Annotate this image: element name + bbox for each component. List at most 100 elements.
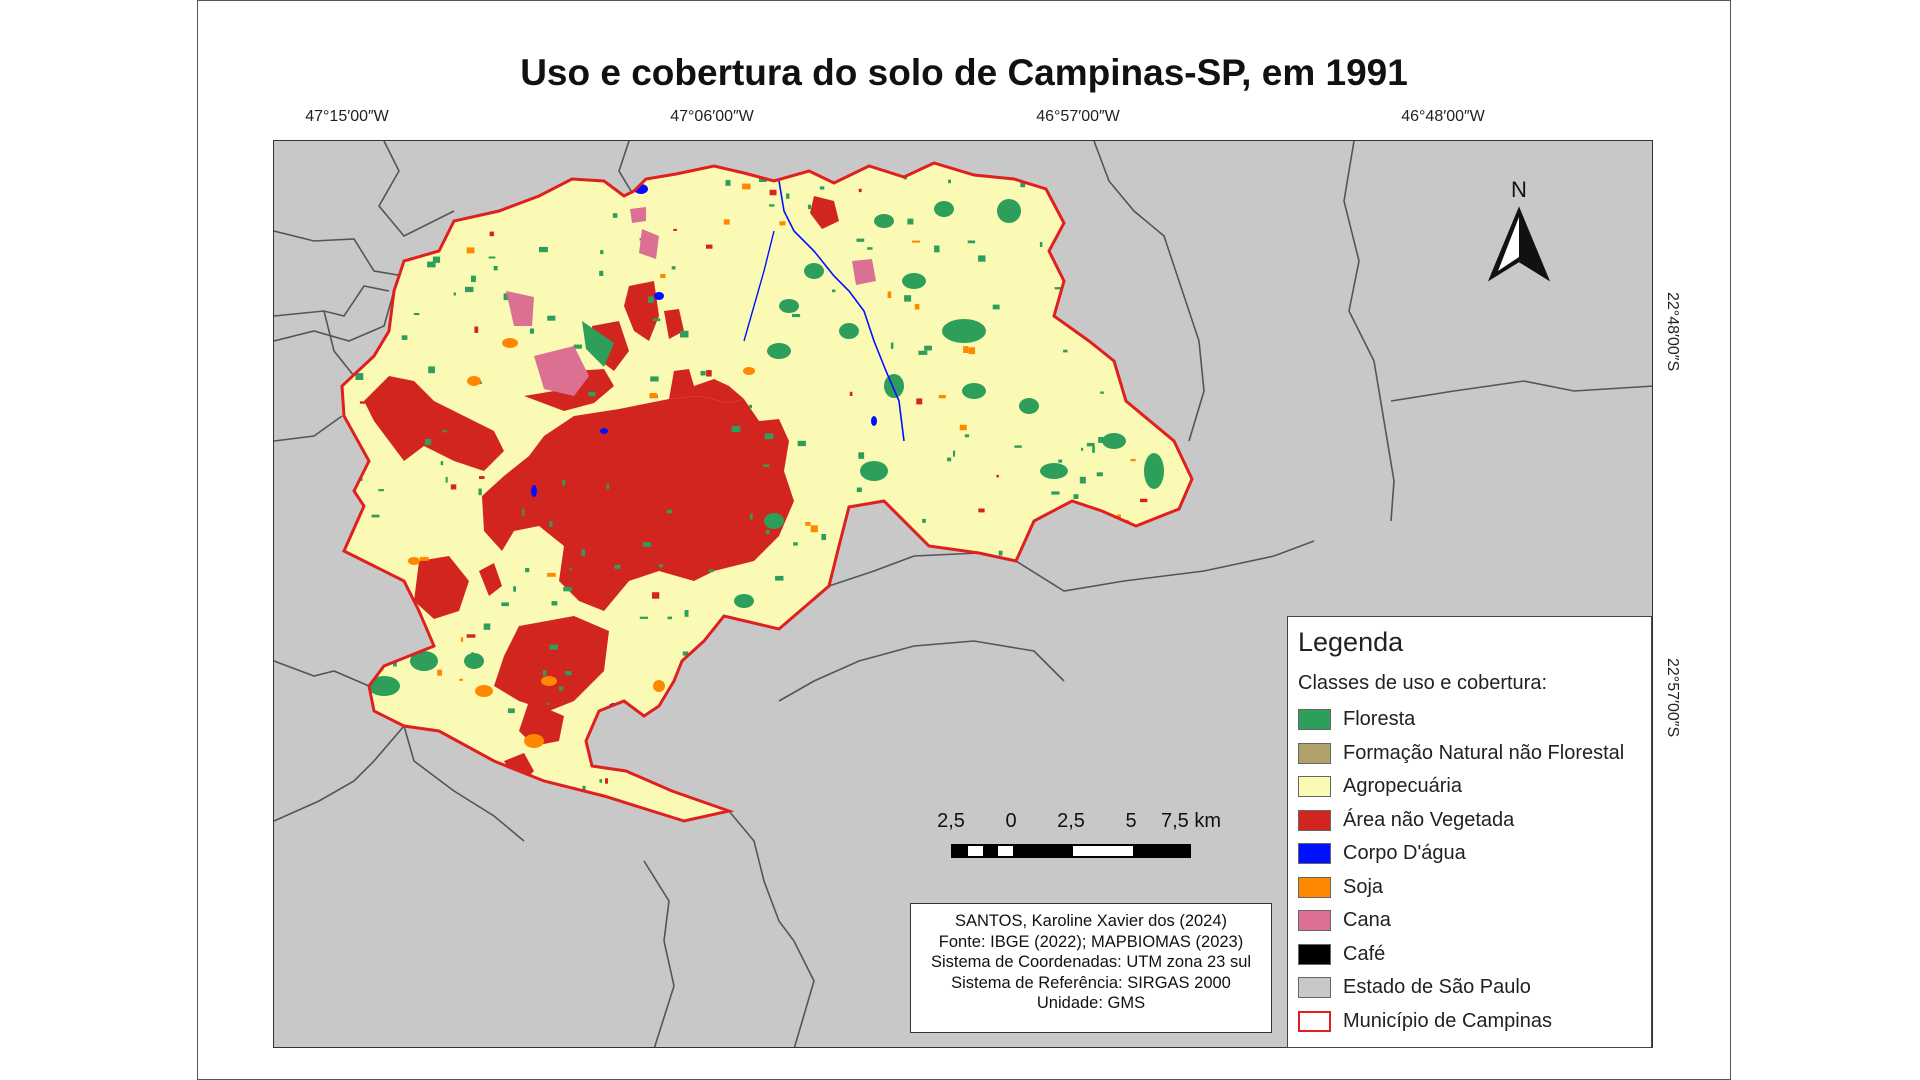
urban-area-12 — [664, 309, 684, 339]
coord-right-1: 22°48′00″S — [1664, 292, 1681, 372]
scale-label-2: 0 — [1005, 810, 1017, 832]
speckle-66 — [428, 366, 435, 374]
forest-patch-22 — [764, 513, 784, 529]
coord-right-2: 22°57′00″S — [1664, 658, 1681, 738]
speckle-87 — [849, 391, 853, 396]
legend-item-soja[interactable]: Soja — [1298, 871, 1641, 905]
speckle-102 — [992, 304, 1000, 310]
speckle-239 — [725, 179, 731, 186]
speckle-166 — [907, 218, 914, 225]
speckle-128 — [706, 244, 713, 249]
speckle-106 — [671, 266, 676, 270]
legend-label: Cana — [1343, 909, 1391, 932]
urban-area-5 — [364, 376, 504, 471]
speckle-167 — [887, 291, 892, 298]
speckle-62 — [807, 204, 811, 210]
speckle-226 — [832, 289, 836, 293]
speckle-6 — [918, 350, 928, 355]
map-frame[interactable] — [273, 140, 1653, 1048]
speckle-61 — [649, 393, 658, 399]
speckle-245 — [964, 434, 970, 438]
cana-patch-2 — [852, 259, 876, 285]
speckle-137 — [507, 708, 515, 714]
speckle-170 — [914, 303, 920, 310]
speckle-213 — [539, 246, 548, 253]
legend-item-municipio-campinas[interactable]: Município de Campinas — [1298, 1005, 1641, 1039]
forest-patch-20 — [464, 653, 484, 669]
legend-label: Floresta — [1343, 708, 1416, 731]
legend-label: Município de Campinas — [1343, 1009, 1552, 1032]
speckle-42 — [549, 644, 558, 650]
speckle-23 — [371, 514, 380, 518]
water-body-3 — [871, 416, 877, 426]
speckle-138 — [437, 669, 442, 676]
speckle-124 — [600, 250, 604, 255]
speckle-72 — [401, 335, 408, 340]
credits-box: SANTOS, Karoline Xavier dos (2024) Fonte… — [910, 903, 1272, 1033]
campinas-boundary[interactable] — [340, 161, 1194, 823]
legend-item-corpo-dagua[interactable]: Corpo D'água — [1298, 837, 1641, 871]
legend-title: Legenda — [1298, 627, 1404, 657]
speckle-48 — [460, 637, 464, 642]
speckle-233 — [478, 488, 482, 496]
speckle-133 — [643, 542, 651, 547]
credit-datum: Sistema de Referência: SIRGAS 2000 — [951, 973, 1231, 992]
credit-author: SANTOS, Karoline Xavier dos (2024) — [954, 912, 1228, 930]
speckle-34 — [1098, 437, 1106, 443]
soja-patch-9 — [743, 367, 755, 375]
speckle-131 — [968, 347, 976, 355]
speckle-50 — [547, 572, 556, 577]
forest-patch-16 — [874, 214, 894, 228]
speckle-27 — [445, 476, 448, 483]
speckle-20 — [459, 678, 463, 681]
speckle-194 — [1063, 349, 1068, 353]
cana-patch-3 — [506, 291, 534, 326]
soja-patch-7 — [408, 557, 420, 565]
speckle-1 — [779, 221, 786, 226]
speckle-94 — [867, 247, 873, 250]
speckle-36 — [723, 219, 730, 225]
urban-area-0 — [482, 396, 794, 611]
speckle-185 — [742, 183, 751, 190]
coord-top-3: 46°57′00″W — [1036, 108, 1120, 125]
coord-top-1: 47°15′00″W — [305, 108, 389, 125]
speckle-82 — [378, 489, 385, 492]
speckle-252 — [471, 275, 476, 283]
forest-patch-large — [582, 321, 614, 367]
speckle-110 — [419, 556, 429, 561]
legend-item-formacao-natural[interactable]: Formação Natural não Florestal — [1298, 737, 1641, 771]
forest-patch-4 — [1040, 463, 1068, 479]
speckle-32 — [797, 440, 806, 447]
speckle-153 — [648, 296, 654, 303]
speckle-231 — [1054, 287, 1063, 290]
legend-item-floresta[interactable]: Floresta — [1298, 703, 1641, 737]
speckle-63 — [613, 326, 620, 330]
speckle-18 — [359, 401, 365, 404]
speckle-70 — [605, 778, 608, 784]
legend-item-cafe[interactable]: Café — [1298, 938, 1641, 972]
legend-label: Soja — [1343, 875, 1384, 898]
forest-patch-14 — [767, 343, 791, 359]
legend-swatch — [1298, 843, 1331, 865]
speckle-16 — [819, 186, 825, 190]
legend-item-estado-sao-paulo[interactable]: Estado de São Paulo — [1298, 971, 1641, 1005]
speckle-115 — [959, 424, 967, 431]
speckle-49 — [588, 391, 596, 397]
legend-item-cana[interactable]: Cana — [1298, 904, 1641, 938]
legend-item-agropecuaria[interactable]: Agropecuária — [1298, 770, 1641, 804]
speckle-2 — [592, 671, 596, 676]
legend-swatch — [1298, 876, 1331, 898]
speckle-90 — [555, 633, 561, 640]
legend: Legenda Classes de uso e cobertura: Flor… — [1287, 616, 1652, 1048]
speckle-161 — [547, 315, 556, 321]
speckle-169 — [639, 616, 648, 619]
speckle-88 — [673, 228, 677, 231]
speckle-188 — [967, 240, 976, 244]
speckle-41 — [786, 193, 790, 199]
credit-source: Fonte: IBGE (2022); MAPBIOMAS (2023) — [938, 932, 1244, 951]
speckle-56 — [821, 534, 827, 541]
legend-item-area-nao-vegetada[interactable]: Área não Vegetada — [1298, 804, 1641, 838]
forest-patch-19 — [1102, 433, 1126, 449]
speckle-40 — [522, 508, 525, 516]
water-body-2 — [600, 428, 608, 434]
